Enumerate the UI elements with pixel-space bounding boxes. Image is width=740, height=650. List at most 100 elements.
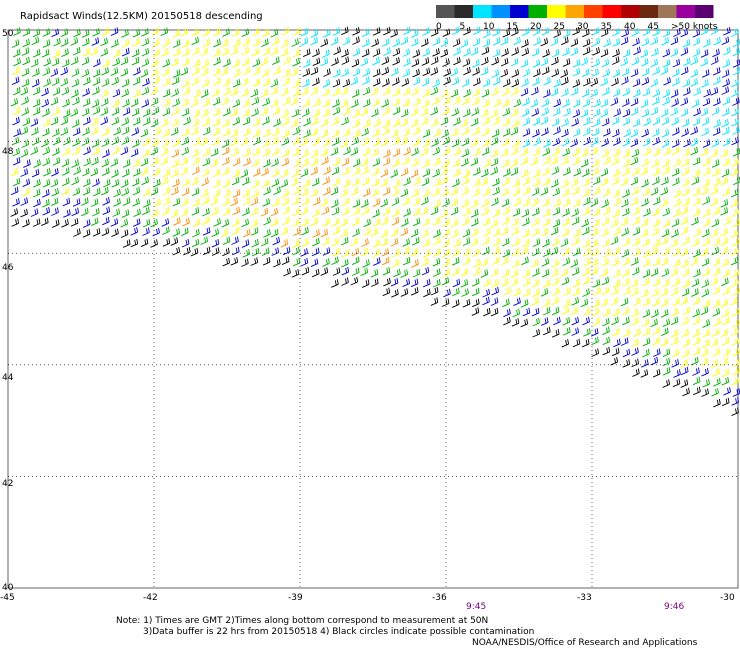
wind-barb bbox=[671, 168, 680, 177]
wind-barb bbox=[541, 167, 550, 176]
wind-barb bbox=[613, 108, 621, 117]
wind-barb bbox=[723, 387, 731, 396]
wind-barb bbox=[72, 46, 81, 56]
wind-barb bbox=[181, 227, 189, 237]
wind-barb bbox=[641, 179, 649, 188]
wind-barb bbox=[541, 269, 550, 278]
wind-barb bbox=[310, 86, 319, 96]
wind-barb bbox=[13, 57, 21, 67]
wind-barb bbox=[612, 48, 620, 58]
wind-barb bbox=[702, 268, 710, 277]
wind-barb bbox=[661, 37, 669, 46]
wind-barb bbox=[492, 208, 501, 218]
wind-barb bbox=[222, 179, 231, 188]
wind-barb bbox=[600, 298, 608, 307]
wind-barb bbox=[590, 227, 599, 237]
wind-barb bbox=[682, 236, 690, 246]
wind-barb bbox=[463, 108, 471, 118]
wind-barb bbox=[171, 106, 180, 116]
wind-barb bbox=[82, 47, 91, 57]
wind-barb bbox=[692, 157, 701, 166]
wind-barb bbox=[543, 77, 551, 86]
wind-barb bbox=[12, 116, 20, 126]
wind-barb bbox=[412, 126, 421, 136]
wind-barb bbox=[411, 58, 420, 68]
wind-barb bbox=[282, 246, 291, 256]
wind-barb bbox=[31, 127, 39, 136]
wind-barb bbox=[503, 168, 511, 177]
wind-barb bbox=[62, 197, 71, 207]
lon-label-45: -45 bbox=[0, 593, 15, 603]
wind-barb bbox=[383, 149, 391, 158]
wind-barb bbox=[701, 127, 710, 137]
wind-barb bbox=[51, 28, 60, 38]
wind-barb bbox=[283, 267, 291, 277]
wind-barb bbox=[151, 58, 159, 68]
wind-barb bbox=[151, 138, 159, 147]
wind-barb bbox=[230, 257, 239, 266]
wind-barb bbox=[180, 67, 189, 76]
wind-barb bbox=[331, 279, 339, 288]
wind-barb bbox=[701, 279, 710, 288]
wind-barb bbox=[531, 108, 540, 117]
wind-barb bbox=[492, 37, 501, 46]
wind-barb bbox=[160, 118, 169, 128]
wind-barb bbox=[422, 278, 431, 288]
wind-barb bbox=[133, 208, 141, 218]
wind-barb bbox=[712, 127, 721, 136]
wind-barb bbox=[721, 309, 730, 318]
wind-barb bbox=[402, 278, 411, 288]
wind-barb bbox=[120, 219, 129, 228]
wind-barb bbox=[682, 148, 690, 157]
wind-barb bbox=[92, 178, 100, 187]
wind-barb bbox=[730, 167, 739, 177]
wind-barb bbox=[102, 149, 110, 158]
wind-barb bbox=[330, 186, 339, 196]
wind-barb bbox=[532, 169, 541, 178]
wind-barb bbox=[420, 107, 429, 117]
wind-barb bbox=[710, 56, 719, 65]
wind-barb bbox=[220, 67, 229, 76]
wind-barb bbox=[641, 359, 649, 368]
wind-barb bbox=[563, 327, 571, 336]
wind-barb bbox=[131, 108, 140, 117]
wind-barb bbox=[262, 257, 271, 266]
wind-barb bbox=[92, 207, 100, 217]
wind-barb bbox=[592, 176, 601, 186]
wind-barb bbox=[221, 219, 230, 228]
wind-barb bbox=[633, 88, 641, 98]
wind-barb bbox=[291, 196, 300, 206]
wind-barb bbox=[233, 68, 241, 78]
wind-barb bbox=[670, 36, 679, 46]
wind-barb bbox=[52, 128, 60, 137]
legend-label: 20 bbox=[530, 22, 542, 32]
wind-barb bbox=[301, 108, 310, 117]
wind-barb bbox=[631, 338, 639, 348]
wind-barb bbox=[631, 148, 640, 158]
wind-barb bbox=[543, 139, 551, 148]
wind-barb bbox=[451, 138, 460, 148]
wind-barb bbox=[181, 238, 190, 248]
wind-barb bbox=[91, 99, 100, 108]
wind-barb bbox=[492, 178, 500, 187]
wind-barb bbox=[321, 156, 329, 166]
wind-barb bbox=[201, 67, 209, 77]
wind-barb bbox=[281, 109, 289, 118]
wind-barb bbox=[372, 239, 381, 248]
wind-barb bbox=[171, 169, 179, 178]
wind-barb bbox=[701, 186, 709, 196]
wind-barb bbox=[412, 217, 421, 227]
wind-barb bbox=[171, 118, 179, 127]
wind-barb bbox=[501, 188, 509, 197]
wind-barb bbox=[662, 48, 671, 58]
wind-barb bbox=[111, 146, 120, 155]
wind-barb bbox=[433, 278, 441, 288]
wind-barb bbox=[471, 97, 480, 106]
wind-barb bbox=[380, 229, 389, 238]
wind-barb bbox=[202, 216, 210, 226]
wind-barb bbox=[413, 97, 421, 107]
wind-barb bbox=[121, 39, 130, 48]
wind-barb bbox=[501, 269, 510, 278]
wind-barb bbox=[292, 79, 301, 88]
wind-barb bbox=[230, 108, 238, 117]
